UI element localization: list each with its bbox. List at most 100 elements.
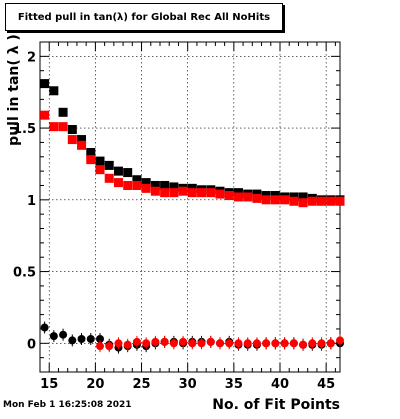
data-point-circle: [59, 330, 68, 339]
data-point-circle: [77, 335, 86, 343]
x-axis-label: No. of Fit Points: [212, 397, 340, 413]
title-box: Fitted pull in tan(λ) for Global Rec All…: [5, 3, 283, 31]
data-point-square: [67, 125, 77, 135]
data-point-square: [187, 188, 197, 198]
mark-layer: [40, 79, 345, 354]
series-1: [40, 110, 345, 208]
data-point-circle: [132, 337, 141, 346]
data-point-square: [169, 188, 179, 198]
y-tick-label: 1: [27, 194, 36, 209]
data-point-square: [49, 122, 59, 132]
data-point-square: [40, 79, 50, 89]
data-point-square: [132, 180, 142, 190]
data-point-square: [123, 180, 133, 190]
data-point-square: [224, 191, 234, 201]
data-point-square: [261, 195, 271, 205]
data-point-circle: [262, 339, 271, 348]
data-point-square: [123, 168, 133, 178]
data-point-circle: [206, 337, 215, 346]
data-point-square: [40, 110, 50, 120]
data-point-circle: [336, 336, 344, 345]
data-point-circle: [179, 337, 188, 346]
x-tick-label: 25: [132, 377, 150, 392]
data-point-circle: [96, 335, 104, 343]
series-3: [96, 334, 344, 353]
data-point-square: [49, 86, 59, 96]
data-point-square: [150, 180, 160, 190]
data-point-circle: [308, 339, 317, 348]
data-point-circle: [114, 339, 123, 348]
data-point-circle: [280, 339, 289, 348]
data-point-square: [86, 147, 96, 157]
grid-layer: [40, 42, 340, 372]
data-point-circle: [123, 340, 132, 349]
data-point-square: [95, 165, 105, 175]
data-point-square: [67, 135, 77, 145]
data-point-square: [141, 183, 151, 193]
data-point-circle: [317, 339, 326, 348]
data-point-circle: [326, 339, 335, 348]
tick-layer: 0 0.5 1 1.5 2 15 20 25 30 35 40 45: [13, 41, 340, 392]
data-point-square: [77, 140, 87, 150]
data-point-square: [58, 107, 68, 117]
data-point-square: [233, 192, 243, 202]
data-point-square: [77, 135, 87, 145]
data-point-square: [335, 196, 345, 206]
data-point-square: [95, 156, 105, 166]
data-point-circle: [252, 339, 261, 348]
data-point-square: [104, 160, 114, 170]
data-point-square: [206, 188, 216, 198]
data-point-square: [252, 193, 262, 203]
data-point-square: [169, 182, 179, 192]
y-tick-label: 0: [27, 337, 36, 352]
data-point-circle: [289, 339, 298, 348]
data-point-circle: [225, 339, 234, 348]
data-point-square: [141, 178, 151, 188]
data-point-square: [298, 192, 308, 202]
data-point-circle: [234, 339, 243, 348]
chart-title: Fitted pull in tan(λ) for Global Rec All…: [17, 11, 271, 23]
data-point-square: [317, 196, 327, 206]
data-point-circle: [68, 336, 77, 345]
data-point-circle: [160, 337, 169, 346]
data-point-square: [132, 175, 142, 185]
data-point-square: [113, 166, 123, 176]
data-point-circle: [151, 337, 160, 346]
data-point-square: [243, 192, 253, 202]
y-tick-label: 2: [27, 50, 36, 65]
data-point-circle: [96, 342, 104, 351]
x-tick-label: 40: [271, 377, 289, 392]
data-point-circle: [142, 339, 151, 348]
data-point-square: [280, 195, 290, 205]
y-axis-label: pull in tan( λ ): [6, 34, 22, 146]
x-tick-label: 45: [317, 377, 335, 392]
data-point-circle: [197, 339, 206, 348]
data-point-square: [104, 173, 114, 183]
x-tick-label: 30: [179, 377, 197, 392]
data-point-square: [58, 122, 68, 132]
data-point-circle: [271, 339, 280, 348]
x-tick-label: 20: [86, 377, 104, 392]
data-point-square: [160, 180, 170, 190]
y-tick-label: 1.5: [13, 122, 36, 137]
data-point-square: [197, 188, 207, 198]
x-tick-label: 15: [40, 377, 58, 392]
data-point-square: [326, 196, 336, 206]
data-point-circle: [86, 335, 95, 343]
data-point-circle: [188, 339, 197, 348]
data-point-square: [270, 195, 280, 205]
plot-frame: [39, 41, 341, 373]
data-point-circle: [216, 339, 224, 348]
data-point-square: [289, 196, 299, 206]
data-point-circle: [105, 342, 114, 351]
data-point-square: [307, 196, 317, 206]
data-point-circle: [40, 323, 49, 332]
data-point-circle: [243, 339, 252, 348]
x-tick-label: 35: [225, 377, 243, 392]
data-point-circle: [49, 332, 58, 341]
timestamp: Mon Feb 1 16:25:08 2021: [3, 400, 132, 410]
data-point-square: [160, 188, 170, 198]
data-point-square: [298, 198, 308, 208]
